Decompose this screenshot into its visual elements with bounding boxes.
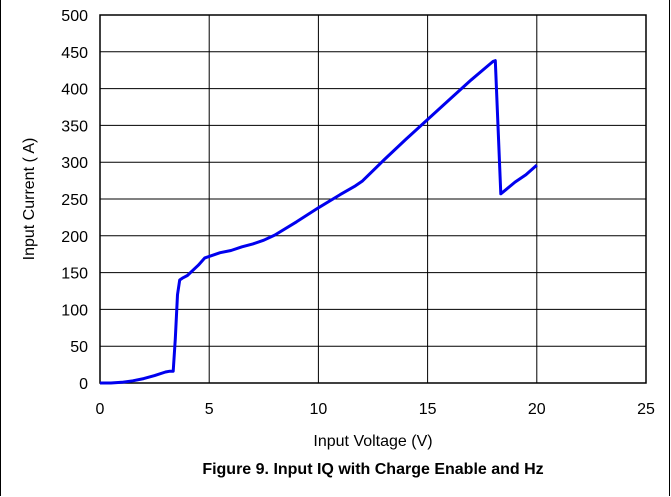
y-tick-label: 100 <box>61 302 88 319</box>
x-axis-ticks: 0 5 10 15 20 25 <box>96 401 655 418</box>
y-tick-label: 250 <box>61 192 88 209</box>
figure-caption: Figure 9. Input IQ with Charge Enable an… <box>202 461 543 478</box>
x-tick-label: 5 <box>205 401 214 418</box>
y-tick-label: 350 <box>61 118 88 135</box>
x-tick-label: 20 <box>528 401 546 418</box>
x-tick-label: 15 <box>419 401 437 418</box>
x-tick-label: 10 <box>310 401 328 418</box>
y-tick-label: 150 <box>61 266 88 283</box>
y-tick-label: 450 <box>61 45 88 62</box>
y-tick-label: 50 <box>70 339 88 356</box>
gridlines <box>100 15 646 383</box>
x-tick-label: 25 <box>637 401 655 418</box>
y-tick-label: 400 <box>61 82 88 99</box>
y-axis-ticks: 0 50 100 150 200 250 300 350 400 450 500 <box>61 8 88 393</box>
y-tick-label: 0 <box>79 376 88 393</box>
y-tick-label: 200 <box>61 229 88 246</box>
y-tick-label: 300 <box>61 155 88 172</box>
x-axis-title: Input Voltage (V) <box>313 433 432 450</box>
y-axis-title: Input Current ( A) <box>21 138 38 261</box>
series-line <box>100 59 538 385</box>
x-tick-label: 0 <box>96 401 105 418</box>
y-tick-label: 500 <box>61 8 88 25</box>
plot-area-border <box>99 14 647 384</box>
